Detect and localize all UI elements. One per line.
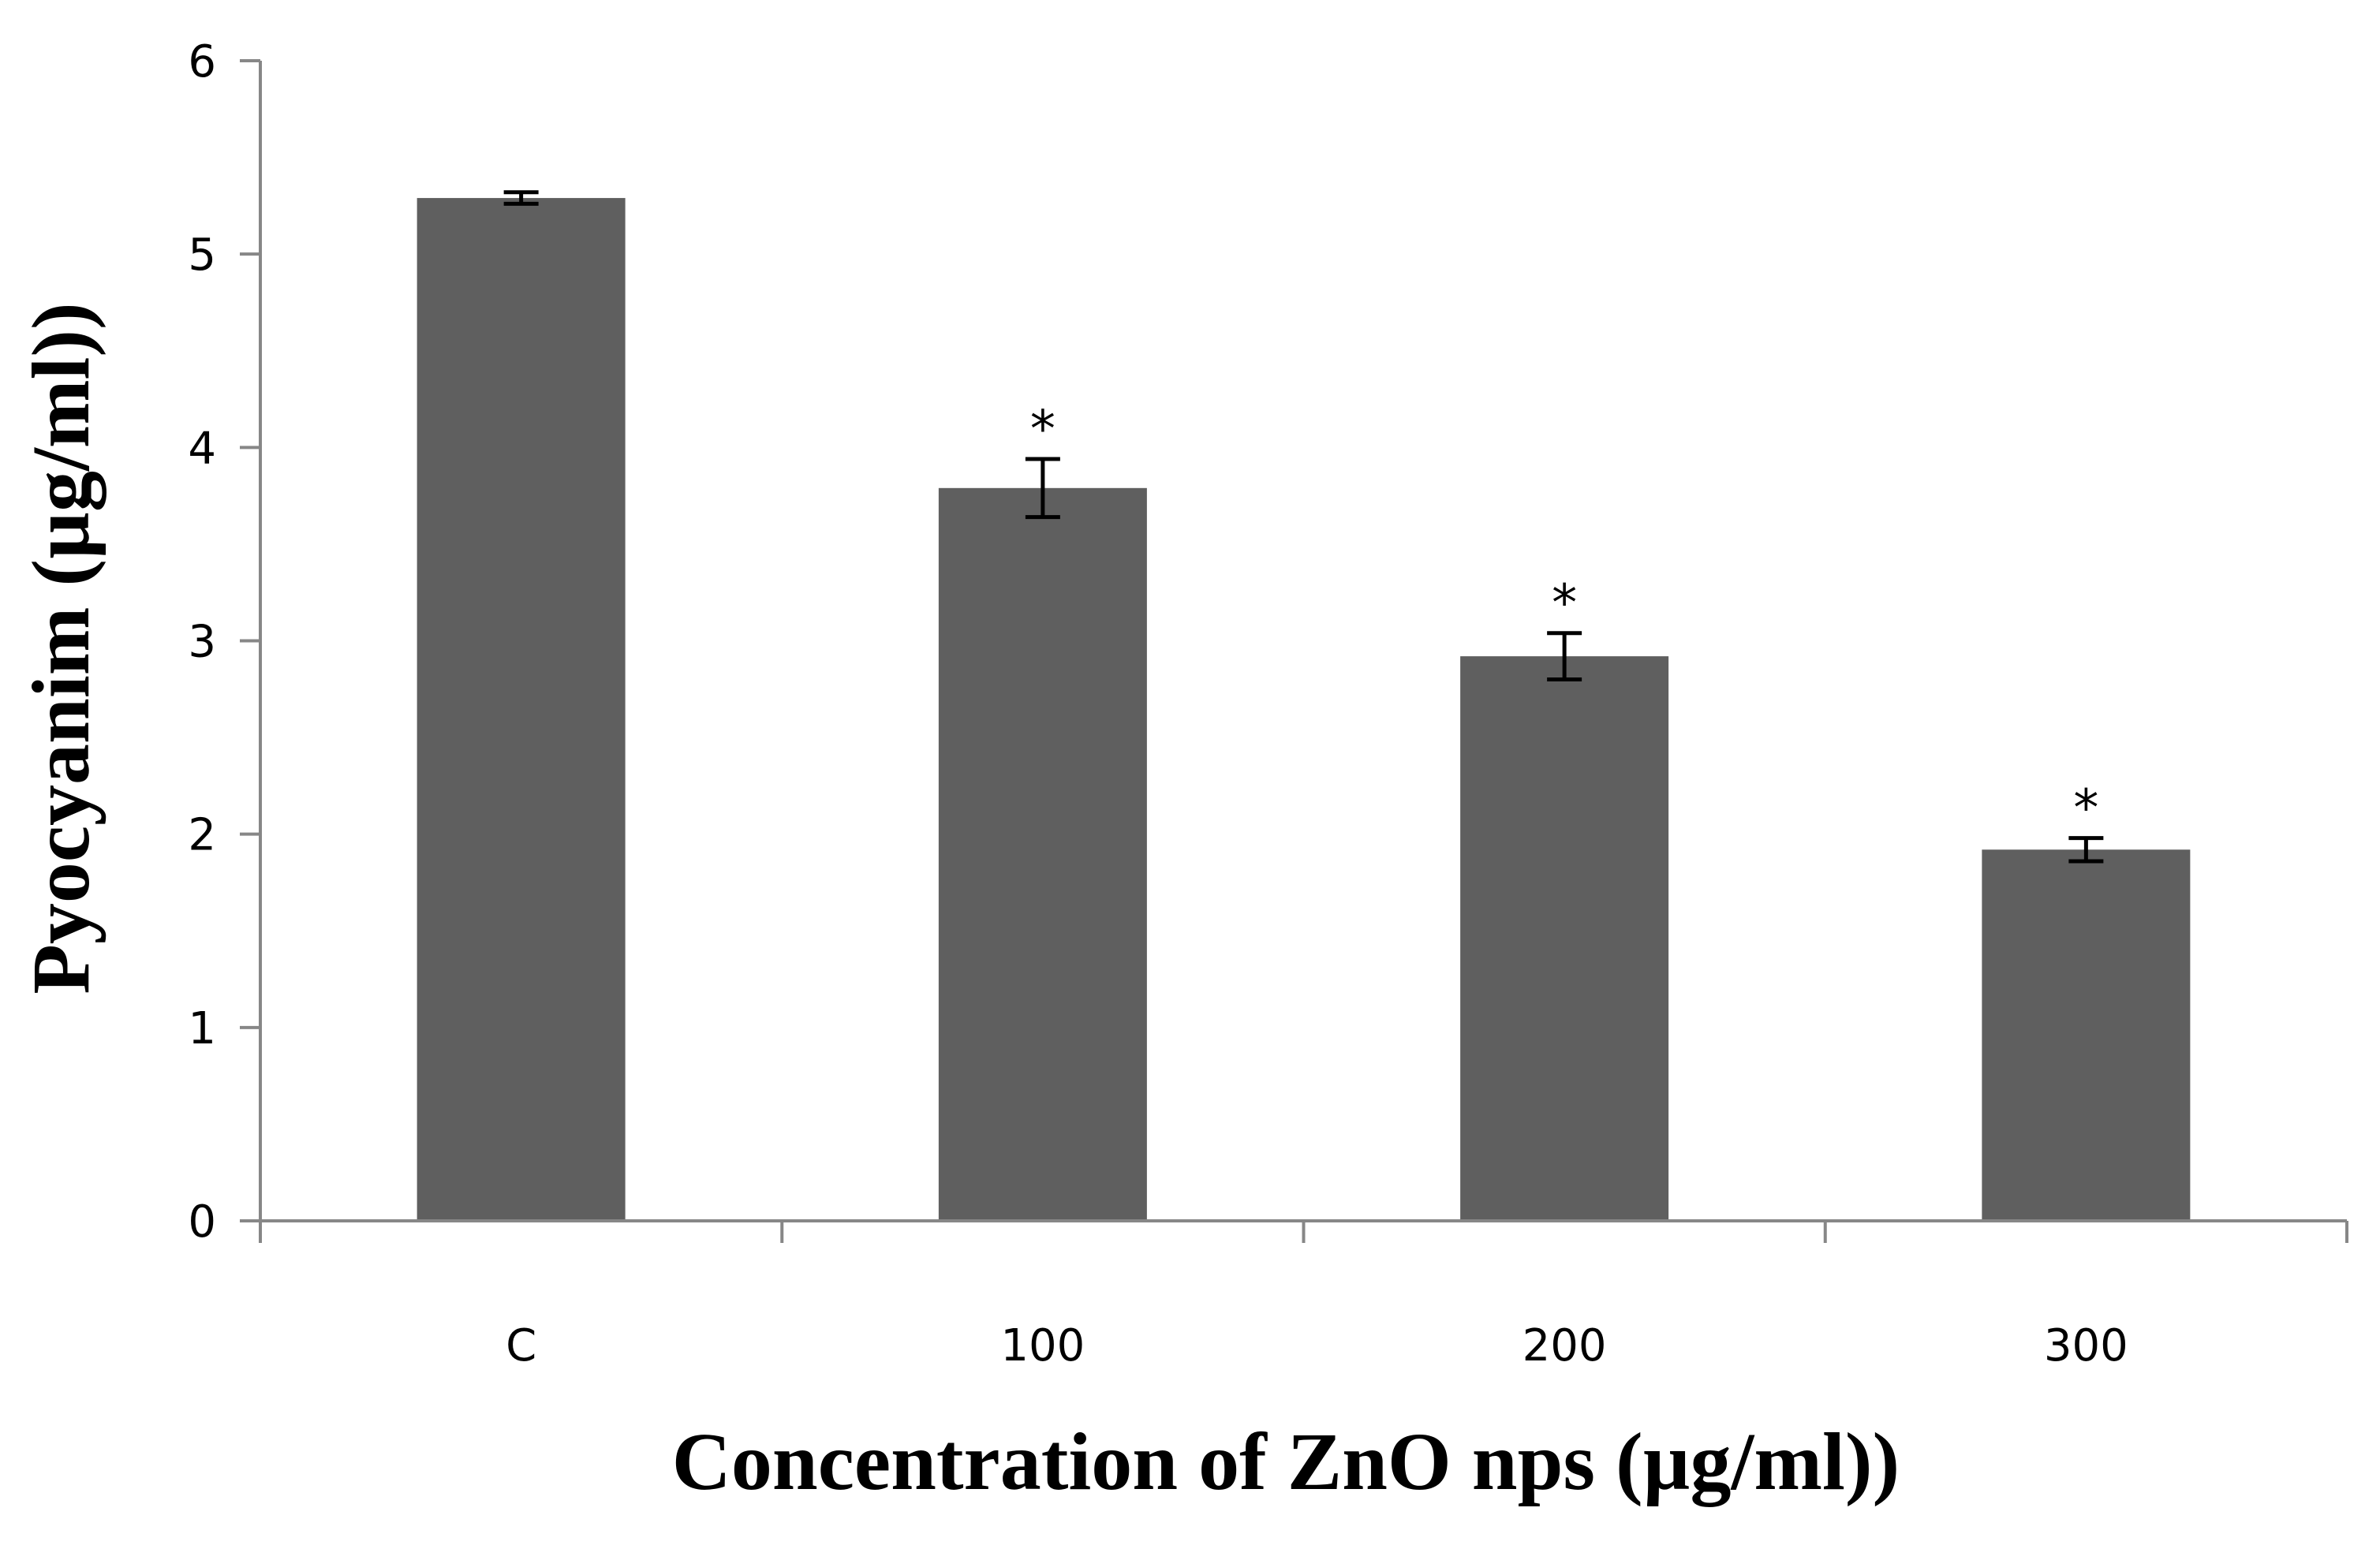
- y-tick-label: 2: [188, 810, 216, 861]
- y-tick-label: 0: [188, 1196, 216, 1248]
- x-axis-ticks: C 100 200 300: [259, 1221, 2348, 1371]
- bar-200: [1460, 656, 1669, 1221]
- error-bars-group: [503, 190, 2104, 864]
- x-tick-label: 200: [1523, 1320, 1607, 1371]
- y-tick-label: 5: [188, 230, 216, 281]
- x-axis-title: Concentration of ZnO nps (µg/ml)): [672, 1416, 1900, 1507]
- significance-asterisk: *: [1030, 401, 1055, 459]
- bar-300: [1982, 849, 2191, 1221]
- bar-c: [417, 198, 626, 1221]
- y-tick-label: 1: [188, 1003, 216, 1054]
- x-tick-label: C: [506, 1320, 536, 1371]
- bars-group: [417, 198, 2191, 1221]
- y-tick-label: 6: [188, 36, 216, 88]
- y-tick-label: 3: [188, 617, 216, 668]
- y-axis-ticks: 0 1 2 3 4 5 6: [188, 36, 260, 1248]
- bar-100: [938, 487, 1147, 1221]
- significance-marks-group: * * *: [1030, 401, 2099, 838]
- y-axis-title: Pyocyanim (µg/ml)): [16, 302, 106, 994]
- significance-asterisk: *: [1552, 575, 1577, 633]
- significance-asterisk: *: [2073, 780, 2098, 838]
- x-tick-label: 100: [1000, 1320, 1085, 1371]
- x-tick-label: 300: [2044, 1320, 2128, 1371]
- y-tick-label: 4: [188, 423, 216, 474]
